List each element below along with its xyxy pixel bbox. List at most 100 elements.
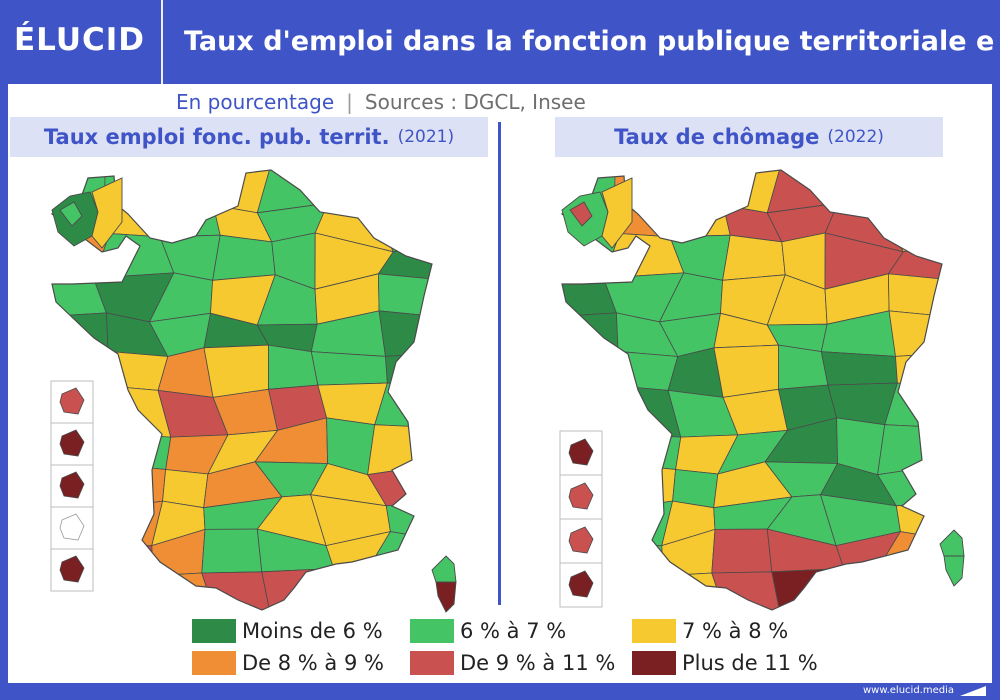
legend-swatch <box>410 651 454 675</box>
departement-region <box>367 424 432 476</box>
legend-swatch <box>632 619 676 643</box>
legend-item: Moins de 6 % <box>192 618 383 644</box>
idf-inset-paris <box>569 201 593 227</box>
departement-region <box>256 170 329 214</box>
idf-inset-paris <box>59 201 83 227</box>
departement-region <box>104 545 154 577</box>
departement-region <box>722 234 786 281</box>
legend-label: De 8 % à 9 % <box>242 651 384 675</box>
departement-region <box>201 528 263 574</box>
departement-region <box>877 424 942 476</box>
corsica-south <box>435 581 457 613</box>
departement-region <box>310 351 388 386</box>
departement-region <box>203 344 269 398</box>
dom-tom-territory <box>59 429 85 457</box>
departement-region <box>104 566 161 610</box>
departement-region <box>324 565 381 610</box>
departement-region <box>879 565 942 610</box>
departement-region <box>834 565 891 610</box>
legend-swatch <box>410 619 454 643</box>
panel-title-text: Taux emploi fonc. pub. territ. <box>43 125 390 149</box>
departement-region <box>778 344 829 390</box>
dom-tom-territory <box>568 526 594 554</box>
subtitle: En pourcentage | Sources : DGCL, Insee <box>176 90 586 114</box>
departement-region <box>377 273 432 317</box>
france-outline <box>560 169 943 611</box>
legend-item: 6 % à 7 % <box>410 618 566 644</box>
frame-left <box>0 84 8 700</box>
panel-title-year: (2021) <box>397 127 455 147</box>
france-outline <box>50 169 433 611</box>
idf-inset-east <box>601 177 633 249</box>
departement-region <box>562 350 630 391</box>
frame-bottom <box>0 683 1000 700</box>
frame-right <box>992 84 1000 700</box>
departement-region <box>201 571 271 610</box>
subtitle-separator: | <box>346 90 353 114</box>
dom-tom-territory <box>568 570 594 598</box>
departement-region <box>324 170 381 212</box>
panel-title-year: (2022) <box>827 127 884 147</box>
corsica-north <box>431 555 457 583</box>
legend-swatch <box>632 651 676 675</box>
footer-url[interactable]: www.elucid.media <box>862 685 954 696</box>
departement-region <box>617 350 679 391</box>
legend-item: De 8 % à 9 % <box>192 650 384 676</box>
legend-swatch <box>192 651 236 675</box>
panel-title-left: Taux emploi fonc. pub. territ. (2021) <box>10 117 488 157</box>
departement-region <box>562 386 630 434</box>
panel-title-right: Taux de chômage (2022) <box>555 117 943 157</box>
departement-region <box>834 170 891 212</box>
legend-item: Plus de 11 % <box>632 650 818 676</box>
departement-region <box>52 312 109 354</box>
departement-region <box>605 432 682 470</box>
dom-tom-territory <box>59 513 85 541</box>
header-bar: ÉLUCID Taux d'emploi dans la fonction pu… <box>0 0 1000 84</box>
legend-label: De 9 % à 11 % <box>460 651 616 675</box>
elucid-logo: ÉLUCID <box>14 22 146 58</box>
departement-region <box>268 344 319 390</box>
departement-region <box>614 566 671 610</box>
legend-swatch <box>192 619 236 643</box>
departement-region <box>261 568 335 610</box>
departement-region <box>771 568 845 610</box>
departement-region <box>883 170 942 212</box>
departement-region <box>766 170 839 214</box>
corsica-north <box>939 529 965 557</box>
departement-region <box>887 273 942 317</box>
departement-region <box>107 350 169 391</box>
departement-region <box>614 545 664 577</box>
dom-tom-territory <box>568 438 594 466</box>
departement-region <box>373 170 432 212</box>
departement-region <box>562 312 619 354</box>
departement-region <box>147 170 216 206</box>
panel-title-text: Taux de chômage <box>614 125 820 149</box>
departement-region <box>711 571 781 610</box>
elucid-mark-icon <box>960 686 986 696</box>
dom-tom-territory <box>59 387 85 415</box>
dom-tom-territory <box>568 482 594 510</box>
legend-label: 7 % à 8 % <box>682 619 789 643</box>
departement-region <box>820 351 898 386</box>
legend: Moins de 6 % 6 % à 7 % 7 % à 8 % De 8 % … <box>192 618 842 680</box>
departement-region <box>369 565 432 610</box>
dom-tom-territory <box>59 555 85 583</box>
departement-region <box>657 170 726 206</box>
departement-region <box>711 528 773 574</box>
legend-label: Plus de 11 % <box>682 651 818 675</box>
header-divider <box>161 0 163 84</box>
departement-region <box>212 234 276 281</box>
sources-label: Sources : DGCL, Insee <box>364 90 586 114</box>
legend-label: 6 % à 7 % <box>460 619 567 643</box>
corsica-south <box>943 555 965 587</box>
departement-region <box>95 432 172 470</box>
dom-tom-territory <box>59 471 85 499</box>
idf-inset-east <box>91 177 123 249</box>
departement-region <box>713 344 779 398</box>
legend-item: 7 % à 8 % <box>632 618 788 644</box>
center-divider <box>498 122 501 605</box>
legend-label: Moins de 6 % <box>242 619 383 643</box>
main-title: Taux d'emploi dans la fonction publique … <box>184 26 995 57</box>
unit-label: En pourcentage <box>176 90 335 114</box>
